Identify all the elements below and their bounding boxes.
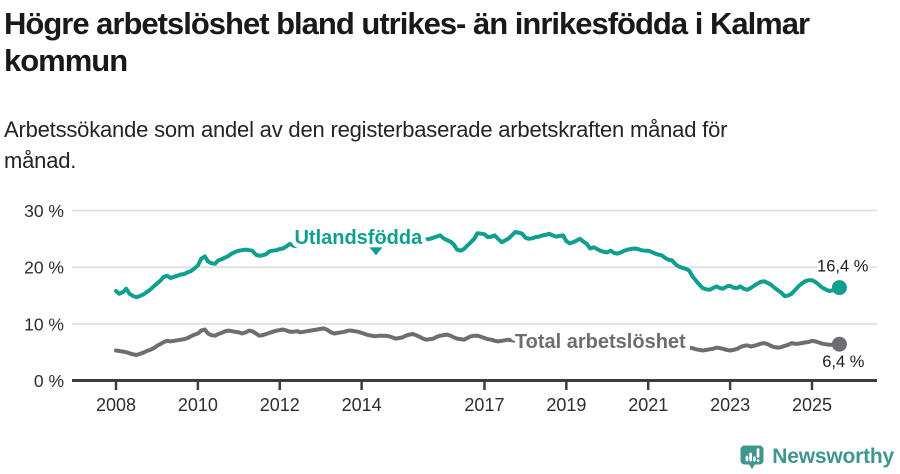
- x-axis-label: 2019: [546, 395, 586, 415]
- y-axis-label: 20 %: [24, 258, 64, 278]
- x-axis-label: 2021: [628, 395, 668, 415]
- newsworthy-logo: Newsworthy: [738, 443, 894, 471]
- y-axis-label: 10 %: [24, 314, 64, 334]
- x-axis-label: 2017: [464, 395, 504, 415]
- series-label-arrow-icon: [369, 247, 383, 256]
- page-title: Högre arbetslöshet bland utrikes- än inr…: [4, 6, 810, 78]
- end-value-label-utlandsf-dda: 16,4 %: [817, 258, 869, 276]
- series-label-utlandsf-dda: Utlandsfödda: [294, 227, 423, 249]
- end-dot-total-arbetsl-shet: [831, 336, 847, 352]
- x-axis-label: 2010: [178, 395, 218, 415]
- series-line-utlandsf-dda: [114, 230, 842, 300]
- newsworthy-logo-icon: [740, 445, 764, 470]
- series-label-total-arbetsl-shet: Total arbetslöshet: [515, 331, 686, 353]
- x-axis-label: 2023: [710, 395, 750, 415]
- newsworthy-brand-text: Newsworthy: [772, 445, 894, 468]
- x-axis-label: 2012: [260, 395, 300, 415]
- x-axis-label: 2014: [342, 395, 382, 415]
- chart-subtitle: Arbetssökande som andel av den registerb…: [4, 117, 728, 173]
- y-axis-label: 30 %: [24, 201, 64, 221]
- x-axis-label: 2008: [96, 395, 136, 415]
- series-line-total-arbetsl-shet: [114, 326, 842, 357]
- end-value-label-total-arbetsl-shet: 6,4 %: [822, 353, 865, 371]
- end-dot-utlandsf-dda: [831, 280, 847, 296]
- x-axis-label: 2025: [792, 395, 832, 415]
- y-axis-label: 0 %: [34, 371, 64, 391]
